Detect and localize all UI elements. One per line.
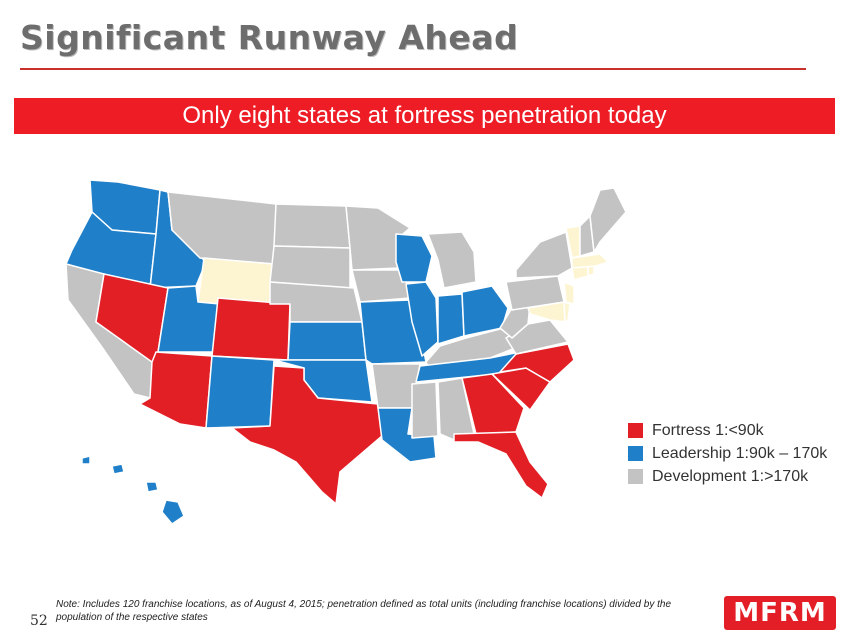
legend-label: Leadership 1:90k – 170k — [652, 444, 828, 462]
legend-item-development: Development 1:>170k — [628, 465, 827, 488]
state-ohio — [461, 285, 509, 337]
state-florida — [453, 431, 549, 499]
state-kansas — [287, 321, 367, 361]
state-michigan — [427, 231, 477, 289]
state-hawaii — [81, 455, 185, 525]
legend-item-leadership: Leadership 1:90k – 170k — [628, 442, 827, 465]
state-rhode-island — [587, 265, 595, 277]
us-penetration-map — [65, 179, 627, 525]
legend-item-fortress: Fortress 1:<90k — [628, 419, 827, 442]
state-massachusetts — [571, 253, 609, 269]
state-maryland — [527, 301, 567, 323]
legend-swatch-leadership — [628, 446, 643, 461]
state-north-dakota — [273, 203, 351, 249]
state-west-virginia — [499, 303, 531, 339]
state-mississippi — [411, 381, 439, 439]
mfrm-logo: MFRM — [724, 596, 836, 630]
state-colorado — [211, 297, 291, 361]
legend-swatch-fortress — [628, 423, 643, 438]
legend-label: Development 1:>170k — [652, 467, 809, 485]
state-georgia — [461, 373, 525, 435]
state-delaware — [563, 301, 571, 323]
state-south-dakota — [269, 245, 351, 289]
state-new-york — [515, 231, 573, 279]
state-north-carolina — [499, 343, 575, 383]
state-maine — [589, 187, 627, 253]
state-texas — [231, 365, 383, 505]
state-new-jersey — [563, 281, 575, 305]
page-number: 52 — [30, 613, 48, 629]
state-wisconsin — [395, 233, 433, 283]
state-indiana — [437, 293, 465, 345]
map-legend: Fortress 1:<90k Leadership 1:90k – 170k … — [628, 419, 827, 488]
footnote: Note: Includes 120 franchise locations, … — [56, 599, 672, 623]
headline-banner: Only eight states at fortress penetratio… — [14, 98, 835, 134]
state-new-mexico — [205, 355, 275, 429]
title-underline — [20, 68, 806, 70]
legend-label: Fortress 1:<90k — [652, 421, 764, 439]
slide-title: Significant Runway Ahead — [20, 18, 519, 57]
legend-swatch-development — [628, 469, 643, 484]
